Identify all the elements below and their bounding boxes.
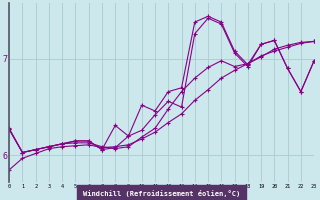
X-axis label: Windchill (Refroidissement éolien,°C): Windchill (Refroidissement éolien,°C) xyxy=(83,190,240,197)
